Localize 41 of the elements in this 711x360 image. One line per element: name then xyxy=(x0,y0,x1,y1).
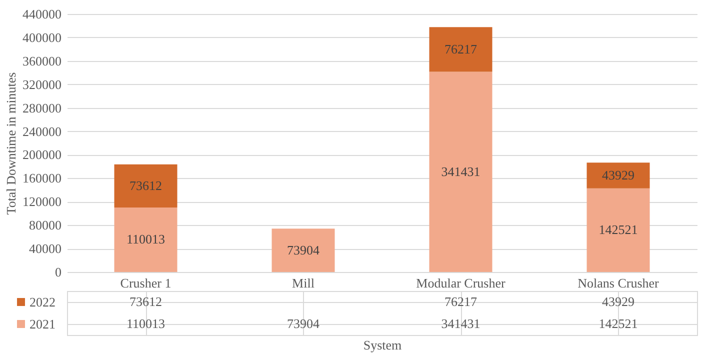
text: 142521 xyxy=(598,222,638,238)
x-tick-label: Nolans Crusher xyxy=(578,276,660,290)
text: 73904 xyxy=(287,242,320,258)
data-label: 110013 xyxy=(126,316,166,331)
bar xyxy=(429,27,492,72)
y-tick-label: 400000 xyxy=(22,30,62,45)
x-tick-label: Modular Crusher xyxy=(416,276,506,290)
bar xyxy=(272,228,335,272)
y-tick-label: 280000 xyxy=(22,100,62,116)
data-label: 73612 xyxy=(130,294,162,309)
y-tick-label: 320000 xyxy=(22,76,62,92)
text: 73612 xyxy=(130,178,162,193)
y-tick-label: 440000 xyxy=(22,6,62,22)
text: 76217 xyxy=(444,41,477,56)
y-axis-title: Total Downtime in minutes xyxy=(4,72,18,215)
y-tick-label: 160000 xyxy=(22,170,62,186)
bar xyxy=(429,72,492,272)
data-label: 142521 xyxy=(598,316,638,331)
data-label: 43929 xyxy=(602,294,634,309)
y-tick-label: 360000 xyxy=(22,53,62,68)
y-tick-label: 240000 xyxy=(22,124,62,139)
x-axis-title: System xyxy=(363,338,402,352)
legend-label: 2022 xyxy=(30,294,56,310)
y-tick-label: 80000 xyxy=(29,218,62,233)
bar xyxy=(586,188,650,272)
bar xyxy=(114,207,178,272)
y-tick-label: 40000 xyxy=(29,241,62,256)
y-tick-label: 120000 xyxy=(22,194,62,210)
bar xyxy=(114,164,178,208)
y-tick-label: 200000 xyxy=(22,147,62,162)
data-label: 76217 xyxy=(444,294,478,309)
data-label: 73904 xyxy=(287,316,320,331)
legend-label: 2021 xyxy=(30,316,56,332)
text: 341431 xyxy=(441,164,480,179)
x-tick-label: Crusher 1 xyxy=(120,276,172,290)
y-tick-label: 0 xyxy=(55,264,62,280)
x-tick-label: Mill xyxy=(292,276,315,290)
data-label: 341431 xyxy=(441,316,480,331)
text: 43929 xyxy=(602,168,634,183)
text: 110013 xyxy=(126,232,166,247)
bar xyxy=(586,162,650,188)
